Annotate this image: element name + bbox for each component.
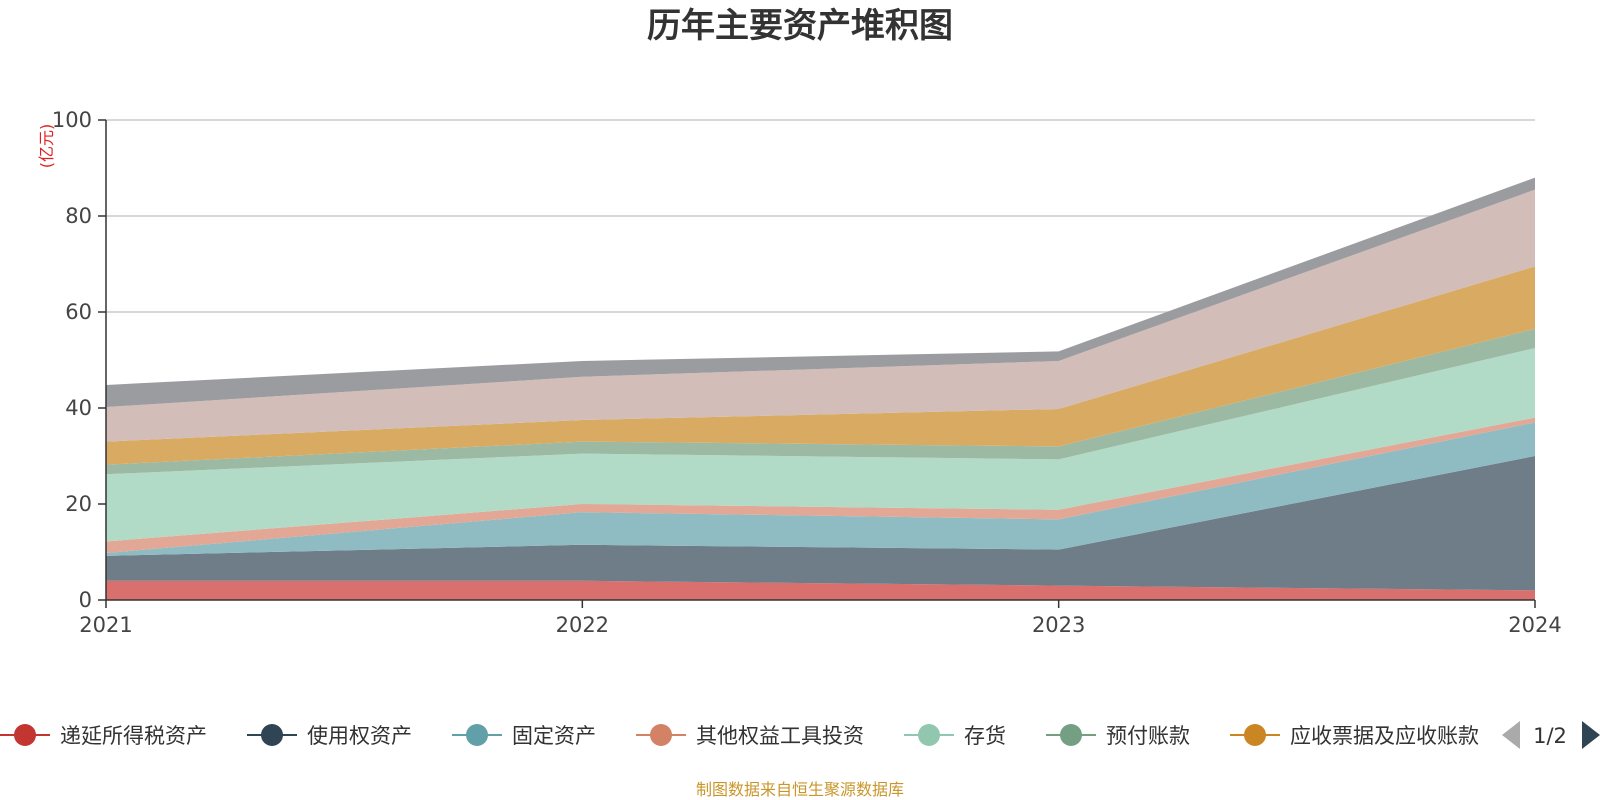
legend-marker-5: [1060, 724, 1082, 746]
legend-item-5: 预付账款: [1046, 724, 1190, 748]
legend-marker-4: [918, 724, 940, 746]
legend-marker-1: [261, 724, 283, 746]
x-tick-label-0: 2021: [79, 613, 132, 637]
legend-item-3: 其他权益工具投资: [636, 724, 864, 748]
area-series-0: [106, 580, 1535, 600]
legend-label-2: 固定资产: [512, 724, 596, 748]
area-series-6: [106, 266, 1535, 465]
y-tick-label-60: 60: [65, 300, 92, 324]
pager-next-icon: [1582, 721, 1600, 749]
legend-item-0: 递延所得税资产: [0, 724, 207, 748]
legend-marker-2: [466, 724, 488, 746]
area-series-7: [106, 189, 1535, 442]
legend: 递延所得税资产 使用权资产 固定资产 其他权益工具投资 存货 预付账款 应收票据及应收账款 1…: [0, 721, 1600, 749]
legend-item-1: 使用权资产: [247, 724, 412, 748]
x-tick-label-1: 2022: [556, 613, 609, 637]
axes: 0 20 40 60 80 100 2021 2022 2023 2024: [52, 108, 1562, 637]
legend-item-2: 固定资产: [452, 724, 596, 748]
area-series-2: [106, 422, 1535, 556]
legend-item-6: 应收票据及应收账款: [1230, 724, 1479, 748]
area-series-4: [106, 348, 1535, 542]
y-axis-unit: (亿元): [37, 124, 56, 169]
legend-marker-0: [14, 724, 36, 746]
x-tick-label-2: 2023: [1032, 613, 1085, 637]
legend-label-0: 递延所得税资产: [60, 724, 207, 748]
y-tick-label-100: 100: [52, 108, 92, 132]
legend-item-4: 存货: [904, 724, 1006, 748]
pager-prev-icon: [1502, 721, 1520, 749]
area-series: [106, 177, 1535, 600]
data-source-note: 制图数据来自恒生聚源数据库: [696, 780, 904, 799]
chart-title: 历年主要资产堆积图: [647, 6, 953, 46]
area-series-5: [106, 328, 1535, 475]
legend-label-5: 预付账款: [1106, 724, 1190, 748]
legend-label-1: 使用权资产: [307, 724, 412, 748]
x-tick-label-3: 2024: [1508, 613, 1561, 637]
area-series-3: [106, 417, 1535, 553]
y-tick-label-0: 0: [79, 588, 92, 612]
legend-marker-6: [1244, 724, 1266, 746]
legend-label-6: 应收票据及应收账款: [1290, 724, 1479, 748]
pager-text: 1/2: [1533, 724, 1567, 748]
legend-marker-3: [650, 724, 672, 746]
y-tick-label-80: 80: [65, 204, 92, 228]
area-series-8: [106, 177, 1535, 408]
area-series-1: [106, 456, 1535, 591]
legend-pager: 1/2: [1502, 721, 1600, 749]
legend-label-4: 存货: [964, 724, 1006, 748]
y-tick-label-40: 40: [65, 396, 92, 420]
legend-label-3: 其他权益工具投资: [696, 724, 864, 748]
y-tick-label-20: 20: [65, 492, 92, 516]
